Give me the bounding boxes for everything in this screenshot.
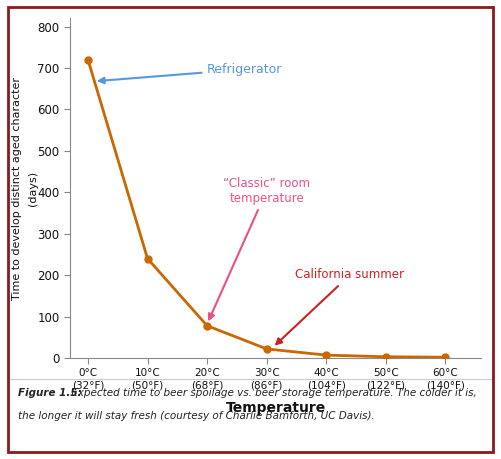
Text: Refrigerator: Refrigerator <box>99 63 283 83</box>
Text: Expected time to beer spoilage vs. beer storage temperature. The colder it is,: Expected time to beer spoilage vs. beer … <box>68 388 476 398</box>
X-axis label: Temperature: Temperature <box>225 401 326 415</box>
Text: “Classic” room
temperature: “Classic” room temperature <box>209 177 310 319</box>
Text: (days): (days) <box>28 171 38 206</box>
Text: Figure 1.5:: Figure 1.5: <box>18 388 81 398</box>
Text: the longer it will stay fresh (courtesy of Charlie Bamforth, UC Davis).: the longer it will stay fresh (courtesy … <box>18 411 374 421</box>
Text: California summer: California summer <box>276 269 404 344</box>
Text: Time to develop distinct aged character: Time to develop distinct aged character <box>12 77 22 300</box>
